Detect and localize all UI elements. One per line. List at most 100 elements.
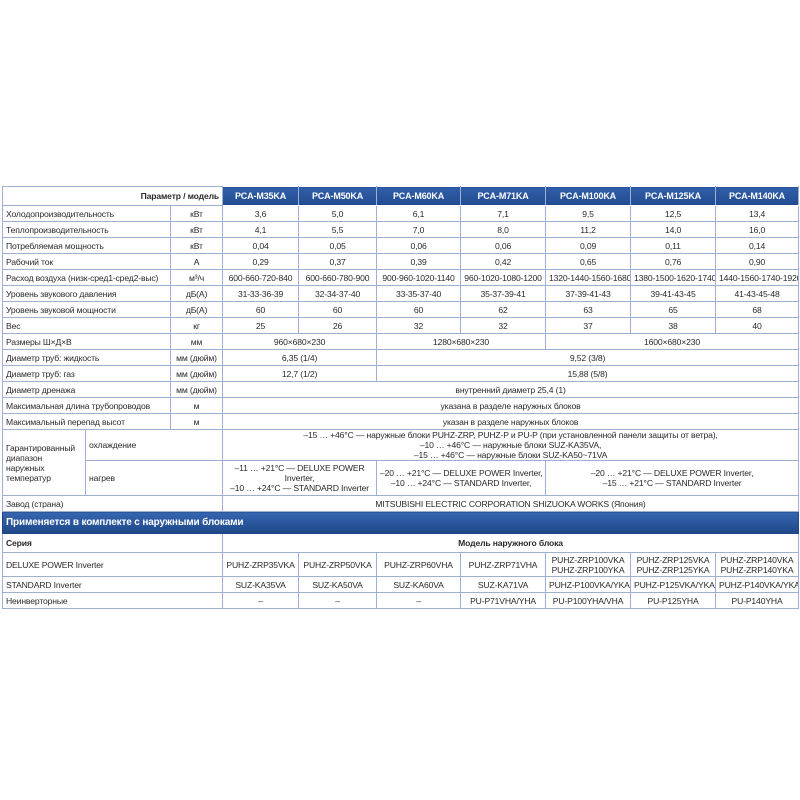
value-cell: 9,52 (3/8) xyxy=(376,349,800,366)
table-row: Рабочий ток А 0,29 0,37 0,39 0,42 0,65 0,76 0,90 xyxy=(2,253,800,270)
outdoor-band: Применяется в комплекте с наружными блок… xyxy=(1,511,800,534)
outdoor-model: – xyxy=(222,592,300,609)
value-cell: 38 xyxy=(630,317,717,334)
unit: м xyxy=(169,397,224,414)
text-line: PUHZ-ZRP100YKA xyxy=(551,564,625,575)
table-row: Расход воздуха (низк-сред1-сред2-выс) м³/… xyxy=(2,269,800,286)
value-cell: 63 xyxy=(545,301,632,318)
outdoor-model: PUHZ-ZRP50VKA xyxy=(298,552,378,577)
table-row: Диаметр труб: жидкость мм (дюйм) 6,35 (1/4… xyxy=(2,349,800,366)
param-label: Диаметр труб: жидкость xyxy=(2,349,171,366)
value-cell: 960×680×230 xyxy=(222,333,378,350)
model-label: Модель наружного блока xyxy=(222,533,800,553)
outdoor-model: SUZ-KA35VA xyxy=(222,576,300,593)
unit: А xyxy=(169,253,224,270)
value-cell: 0,05 xyxy=(298,237,378,254)
text-line: PUHZ-ZRP60VHA xyxy=(384,559,453,570)
value-cell: 32 xyxy=(460,317,547,334)
value-cell: указан в разделе наружных блоков xyxy=(222,413,800,430)
value-cell: 0,14 xyxy=(715,237,800,254)
param-label: Максимальный перепад высот xyxy=(2,413,171,430)
outdoor-model: PUHZ-ZRP125VKA PUHZ-ZRP125YKA xyxy=(630,552,717,577)
value-cell: 0,90 xyxy=(715,253,800,270)
temp-heating-row: нагрев –11 … +21°C — DELUXE POWER Inverter… xyxy=(3,460,800,496)
heating-value: –20 … +21°C — DELUXE POWER Inverter, –15 … xyxy=(545,460,800,496)
value-cell: 1440-1560-1740-1920 xyxy=(715,269,800,286)
series-name: Неинверторные xyxy=(1,592,224,609)
param-label: Вес xyxy=(2,317,171,334)
value-cell: 40 xyxy=(715,317,800,334)
value-cell: 12,5 xyxy=(630,205,717,222)
param-label: Холодопроизводительность xyxy=(2,205,171,222)
value-cell: 7,0 xyxy=(376,221,462,238)
value-cell: 5,0 xyxy=(298,205,378,222)
unit: мм (дюйм) xyxy=(169,381,224,398)
param-label: Теплопроизводительность xyxy=(2,221,171,238)
text-line: SUZ-KA71VA xyxy=(477,579,529,590)
text-line: –15 … +46°C — наружные блоки SUZ-KA50~71… xyxy=(413,450,608,460)
outdoor-model: PU-P71VHA/YHA xyxy=(460,592,547,609)
param-label: Уровень звуковой мощности xyxy=(2,301,171,318)
model-header: PCA-M50KA xyxy=(298,186,378,206)
table-row: Уровень звукового давления дБ(А) 31-33-36-… xyxy=(2,285,800,302)
value-cell: 4,1 xyxy=(222,221,300,238)
text-line: PUHZ-ZRP100VKA xyxy=(551,554,625,565)
value-cell: 6,1 xyxy=(376,205,462,222)
value-cell: 0,76 xyxy=(630,253,717,270)
value-cell: 25 xyxy=(222,317,300,334)
value-cell: 0,04 xyxy=(222,237,300,254)
text-line: –20 … +21°C — DELUXE POWER Inverter, xyxy=(380,468,543,478)
series-header-row: Серия Модель наружного блока xyxy=(1,533,800,553)
outdoor-model: PUHZ-P125VKA/YKA xyxy=(630,576,717,593)
text-line: PU-P125YHA xyxy=(647,595,699,606)
value-cell: 0,39 xyxy=(376,253,462,270)
text-line: PUHZ-ZRP140VKA xyxy=(720,554,794,565)
factory-label: Завод (страна) xyxy=(1,495,224,512)
value-cell: 60 xyxy=(376,301,462,318)
outdoor-title: Применяется в комплекте с наружными блок… xyxy=(1,511,800,534)
series-label: Серия xyxy=(1,533,224,553)
outdoor-model: – xyxy=(298,592,378,609)
heating-value: –11 … +21°C — DELUXE POWER Inverter, –10 …… xyxy=(222,460,378,496)
value-cell: 7,1 xyxy=(460,205,547,222)
param-label: Уровень звукового давления xyxy=(2,285,171,302)
value-cell: 31-33-36-39 xyxy=(222,285,300,302)
value-cell: 3,6 xyxy=(222,205,300,222)
value-cell: 8,0 xyxy=(460,221,547,238)
value-cell: 0,65 xyxy=(545,253,632,270)
table-row: Диаметр дренажа мм (дюйм) внутренний диаме… xyxy=(2,381,800,398)
text-line: PUHZ-ZRP125VKA xyxy=(636,554,710,565)
outdoor-model: PUHZ-ZRP60VHA xyxy=(376,552,462,577)
outdoor-model: PUHZ-ZRP71VHA xyxy=(460,552,547,577)
param-label: Диаметр дренажа xyxy=(2,381,171,398)
unit: кВт xyxy=(169,221,224,238)
text-line: –15 … +46°C — наружные блоки PUHZ-ZRP, P… xyxy=(303,430,718,441)
table-row: Потребляемая мощность кВт 0,04 0,05 0,06 0,06… xyxy=(2,237,800,254)
text-line: –10 … +24°C — STANDARD Inverter, xyxy=(390,478,532,488)
text-line: –10 … +24°C — STANDARD Inverter xyxy=(230,483,369,493)
table-row: Диаметр труб: газ мм (дюйм) 12,7 (1/2) 15,8… xyxy=(2,365,800,382)
value-cell: 60 xyxy=(222,301,300,318)
value-cell: 62 xyxy=(460,301,547,318)
unit: кВт xyxy=(169,237,224,254)
heating-value: –20 … +21°C — DELUXE POWER Inverter, –10 … xyxy=(376,460,547,496)
value-cell: 13,4 xyxy=(715,205,800,222)
value-cell: 60 xyxy=(298,301,378,318)
series-name: DELUXE POWER Inverter xyxy=(1,552,224,577)
text-line: PUHZ-P125VKA/YKA xyxy=(634,579,715,590)
table-row: Холодопроизводительность кВт 3,6 5,0 6,1 7,1 9… xyxy=(2,205,800,222)
heating-label: нагрев xyxy=(84,460,224,496)
outdoor-model: SUZ-KA60VA xyxy=(376,576,462,593)
temp-range-label: Гарантированный диапазон наружных темпер… xyxy=(2,429,86,496)
header-row: Параметр / модель PCA-M35KA PCA-M50KA PCA-M… xyxy=(1,186,800,206)
cooling-value: –15 … +46°C — наружные блоки PUHZ-ZRP, P… xyxy=(222,429,800,461)
value-cell: 65 xyxy=(630,301,717,318)
outdoor-row: Неинверторные – – – PU-P71VHA/YHA PU-P100YHA/… xyxy=(1,592,800,609)
value-cell: 0,11 xyxy=(630,237,717,254)
outdoor-model: PUHZ-ZRP35VKA xyxy=(222,552,300,577)
value-cell: 41-43-45-48 xyxy=(715,285,800,302)
value-cell: 12,7 (1/2) xyxy=(222,365,378,382)
value-cell: указана в разделе наружных блоков xyxy=(222,397,800,414)
text-line: – xyxy=(416,595,421,606)
text-line: –15 … +21°C — STANDARD Inverter xyxy=(602,478,742,488)
